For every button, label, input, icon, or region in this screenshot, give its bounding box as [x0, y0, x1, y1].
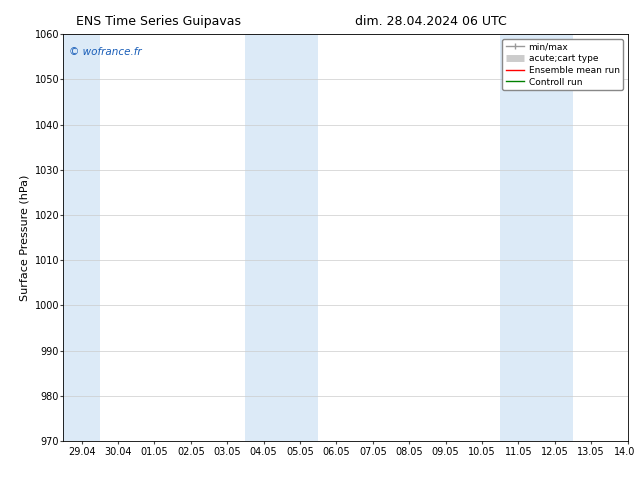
Bar [245, 34, 318, 441]
Text: ENS Time Series Guipavas: ENS Time Series Guipavas [76, 15, 241, 28]
Text: dim. 28.04.2024 06 UTC: dim. 28.04.2024 06 UTC [355, 15, 507, 28]
Y-axis label: Surface Pressure (hPa): Surface Pressure (hPa) [19, 174, 29, 301]
Text: © wofrance.fr: © wofrance.fr [69, 47, 141, 56]
Bar [63, 34, 100, 441]
Legend: min/max, acute;cart type, Ensemble mean run, Controll run: min/max, acute;cart type, Ensemble mean … [502, 39, 623, 90]
Bar [500, 34, 573, 441]
